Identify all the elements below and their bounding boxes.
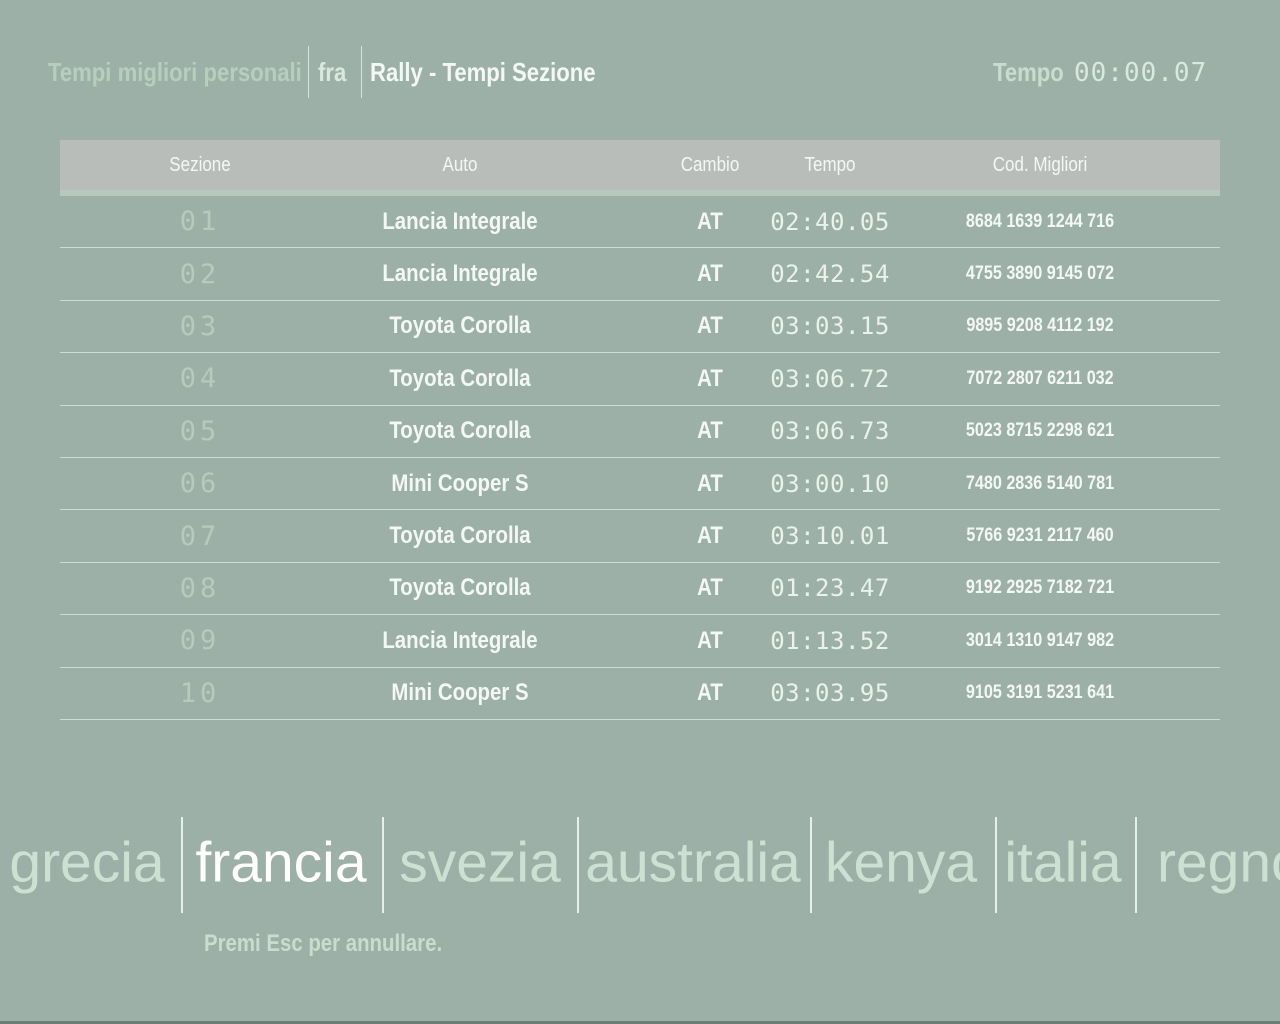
cell-cod-migliori: 9192 2925 7182 721 xyxy=(965,577,1115,599)
cell-auto: Lancia Integrale xyxy=(382,626,538,654)
cell-sezione: 06 xyxy=(179,468,221,500)
column-header: Tempo xyxy=(804,153,856,176)
cell-cambio: AT xyxy=(697,574,723,602)
cell-auto: Lancia Integrale xyxy=(382,207,538,235)
cell-auto: Toyota Corolla xyxy=(389,312,531,340)
top-header: Tempi migliori personali fra Rally - Tem… xyxy=(0,46,1280,98)
country-item[interactable]: australia xyxy=(585,830,801,895)
cell-tempo: 01:23.47 xyxy=(770,574,890,603)
table-header-underline xyxy=(60,190,1220,196)
table-row: 09 Lancia Integrale AT 01:13.52 3014 131… xyxy=(60,615,1220,668)
country-item[interactable]: kenya xyxy=(824,830,978,895)
cell-sezione: 01 xyxy=(179,206,221,238)
cell-auto: Toyota Corolla xyxy=(389,417,531,445)
country-code-label: fra xyxy=(318,57,347,87)
tempo-value: 00:00.07 xyxy=(1074,58,1208,88)
cell-sezione: 05 xyxy=(179,415,221,447)
table-row: 01 Lancia Integrale AT 02:40.05 8684 163… xyxy=(60,196,1220,249)
column-header: Cambio xyxy=(680,153,740,176)
country-item[interactable]: regno unito xyxy=(1157,830,1280,895)
header-divider xyxy=(308,46,309,98)
screen-bottom-edge xyxy=(0,1021,1280,1024)
cell-sezione: 02 xyxy=(179,258,221,290)
cell-sezione: 04 xyxy=(179,363,221,395)
cell-auto: Mini Cooper S xyxy=(391,469,529,497)
cell-cod-migliori: 5023 8715 2298 621 xyxy=(965,420,1115,442)
header-divider xyxy=(361,46,362,98)
section-times-table: Sezione Auto Cambio Tempo Cod. Migliori 01 L… xyxy=(60,140,1220,720)
table-row: 06 Mini Cooper S AT 03:00.10 7480 2836 5… xyxy=(60,458,1220,511)
table-row: 07 Toyota Corolla AT 03:10.01 5766 9231 … xyxy=(60,510,1220,563)
cell-cod-migliori: 9895 9208 4112 192 xyxy=(966,315,1114,337)
country-labels: grecia francia svezia australia kenya italia r… xyxy=(0,815,1280,915)
cell-cambio: AT xyxy=(697,312,723,340)
country-item[interactable]: francia xyxy=(195,830,367,895)
cell-cod-migliori: 3014 1310 9147 982 xyxy=(965,629,1115,651)
tempo-label: Tempo xyxy=(993,57,1064,87)
country-item[interactable]: svezia xyxy=(399,830,561,895)
cell-cod-migliori: 8684 1639 1244 716 xyxy=(965,210,1115,232)
table-body: 01 Lancia Integrale AT 02:40.05 8684 163… xyxy=(60,196,1220,720)
cell-tempo: 03:06.72 xyxy=(770,364,890,393)
cell-cod-migliori: 7072 2807 6211 032 xyxy=(966,367,1114,389)
table-row: 04 Toyota Corolla AT 03:06.72 7072 2807 … xyxy=(60,353,1220,406)
table-row: 05 Toyota Corolla AT 03:06.73 5023 8715 … xyxy=(60,406,1220,458)
country-divider xyxy=(181,817,183,913)
country-item[interactable]: italia xyxy=(1004,830,1122,895)
cell-sezione: 03 xyxy=(179,310,221,342)
column-header: Auto xyxy=(442,153,478,176)
country-item[interactable]: grecia xyxy=(9,830,165,895)
cell-cod-migliori: 4755 3890 9145 072 xyxy=(965,263,1115,285)
cell-auto: Toyota Corolla xyxy=(389,364,531,392)
cell-tempo: 03:06.73 xyxy=(770,417,890,446)
cell-cambio: AT xyxy=(697,469,723,497)
cell-cambio: AT xyxy=(697,626,723,654)
column-header: Cod. Migliori xyxy=(992,153,1088,176)
cell-sezione: 10 xyxy=(179,677,221,709)
esc-hint: Premi Esc per annullare. xyxy=(204,930,443,957)
cell-tempo: 03:03.15 xyxy=(770,312,890,341)
table-row: 08 Toyota Corolla AT 01:23.47 9192 2925 … xyxy=(60,563,1220,616)
cell-tempo: 03:10.01 xyxy=(770,522,890,551)
cell-cambio: AT xyxy=(697,417,723,445)
cell-auto: Toyota Corolla xyxy=(389,522,531,550)
cell-cambio: AT xyxy=(697,679,723,707)
table-row: 10 Mini Cooper S AT 03:03.95 9105 3191 5… xyxy=(60,668,1220,720)
cell-auto: Lancia Integrale xyxy=(382,260,538,288)
cell-tempo: 02:40.05 xyxy=(770,207,890,236)
cell-tempo: 01:13.52 xyxy=(770,626,890,655)
table-row: 03 Toyota Corolla AT 03:03.15 9895 9208 … xyxy=(60,301,1220,354)
country-selector: grecia francia svezia australia kenya italia r… xyxy=(0,815,1280,915)
table-header-row: Sezione Auto Cambio Tempo Cod. Migliori xyxy=(60,140,1220,190)
cell-tempo: 03:03.95 xyxy=(770,679,890,708)
cell-tempo: 02:42.54 xyxy=(770,260,890,289)
cell-cod-migliori: 9105 3191 5231 641 xyxy=(965,682,1115,704)
screen-title: Rally - Tempi Sezione xyxy=(370,57,596,87)
cell-auto: Toyota Corolla xyxy=(389,574,531,602)
table-row: 02 Lancia Integrale AT 02:42.54 4755 389… xyxy=(60,248,1220,301)
country-divider xyxy=(382,817,384,913)
column-header: Sezione xyxy=(169,153,231,176)
country-divider xyxy=(577,817,579,913)
cell-sezione: 09 xyxy=(179,625,221,657)
country-divider xyxy=(1135,817,1137,913)
cell-cambio: AT xyxy=(697,364,723,392)
page-title: Tempi migliori personali xyxy=(48,57,302,87)
country-divider xyxy=(810,817,812,913)
cell-sezione: 07 xyxy=(179,520,221,552)
country-divider xyxy=(995,817,997,913)
cell-sezione: 08 xyxy=(179,572,221,604)
cell-cambio: AT xyxy=(697,522,723,550)
cell-cambio: AT xyxy=(697,207,723,235)
cell-cambio: AT xyxy=(697,260,723,288)
cell-auto: Mini Cooper S xyxy=(391,679,529,707)
cell-cod-migliori: 7480 2836 5140 781 xyxy=(965,472,1115,494)
cell-tempo: 03:00.10 xyxy=(770,469,890,498)
cell-cod-migliori: 5766 9231 2117 460 xyxy=(966,525,1114,547)
